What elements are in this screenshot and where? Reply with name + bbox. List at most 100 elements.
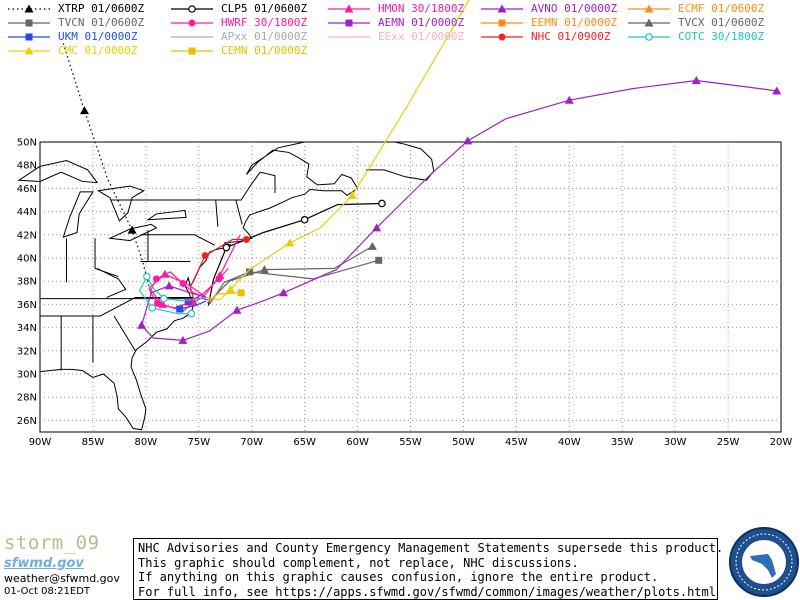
track-point-marker (375, 256, 383, 264)
track-aemn (184, 296, 209, 306)
track-point-marker (127, 225, 137, 234)
contact-email: weather@sfwmd.gov (4, 572, 120, 585)
track-cemn (207, 289, 245, 302)
lon-tick-label: 20W (770, 437, 793, 448)
legend-label: XTRP 01/0600Z (58, 2, 145, 15)
legend-entry: CMC 01/0000Z (6, 44, 166, 58)
track-point-marker (215, 275, 223, 283)
lon-tick-label: 25W (717, 437, 740, 448)
state-border (235, 199, 243, 225)
legend-entry: TVCX 01/0600Z (626, 16, 786, 30)
lon-tick-label: 65W (293, 437, 316, 448)
track-point-marker (367, 241, 377, 250)
legend-swatch (481, 33, 523, 41)
track-point-marker (285, 238, 295, 247)
legend-swatch (171, 19, 213, 27)
legend-label: CMC 01/0000Z (58, 44, 138, 57)
legend-swatch (171, 47, 213, 55)
legend-entry: AEMN 01/0000Z (326, 16, 486, 30)
legend-label: CLP5 01/0600Z (221, 2, 308, 15)
legend-label: ECMF 01/0600Z (678, 2, 765, 15)
track-point-marker (184, 298, 192, 306)
disclaimer-line: This graphic should complement, not repl… (138, 555, 579, 570)
track-tvcn (208, 256, 383, 305)
track-point-marker (372, 223, 382, 232)
track-point-marker (188, 19, 196, 27)
track-point-marker (152, 275, 160, 283)
track-line (62, 43, 151, 291)
disclaimer-line: For full info, see https://apps.sfwmd.go… (138, 584, 716, 599)
legend-label: HMON 30/1800Z (378, 2, 465, 15)
track-point-marker (232, 305, 242, 314)
state-border (110, 171, 276, 201)
legend-swatch (8, 4, 50, 13)
legend-label: AEMN 01/0000Z (378, 16, 465, 29)
state-border (215, 199, 219, 227)
legend-label: COTC 30/1800Z (678, 30, 765, 43)
state-border (113, 315, 136, 352)
legend-swatch (628, 4, 670, 13)
lat-tick-label: 46N (17, 184, 37, 195)
great-lake (17, 160, 99, 184)
track-line (179, 300, 207, 310)
track-point-marker (691, 76, 701, 85)
legend-entry: UKM 01/0000Z (6, 30, 166, 44)
legend-label: CEMN 01/0000Z (221, 44, 308, 57)
state-border (140, 234, 215, 246)
coastline (39, 141, 359, 431)
model-legend: XTRP 01/0600Z CLP5 01/0600Z HMON 30/1800Z A… (0, 0, 800, 60)
track-point-marker (148, 304, 157, 312)
model-tracks (62, 0, 782, 344)
track-hwrf (149, 267, 229, 309)
disclaimer-line: NHC Advisories and County Emergency Mana… (138, 541, 724, 555)
lat-tick-label: 40N (17, 254, 37, 265)
legend-entry: CEMN 01/0000Z (169, 44, 329, 58)
track-point-marker (237, 289, 245, 297)
legend-label: AVNO 01/0000Z (531, 2, 618, 15)
axis-tick-labels: 90W 85W 80W 75W 70W 65W 60W 55W 50W 45W 40W 35W 30W 2… (17, 138, 793, 449)
lon-tick-label: 45W (505, 437, 528, 448)
timestamp: 01-Oct 08:21EDT (4, 586, 91, 597)
lat-tick-label: 36N (17, 300, 37, 311)
legend-entry: EExx 01/0000Z (326, 30, 486, 44)
lat-tick-label: 38N (17, 277, 37, 288)
track-point-marker (498, 19, 506, 27)
legend-entry: NHC 01/0900Z (479, 30, 639, 44)
track-point-marker (344, 4, 354, 13)
lat-tick-label: 26N (17, 416, 37, 427)
lon-tick-label: 80W (135, 437, 158, 448)
lat-tick-label: 30N (17, 370, 37, 381)
track-point-marker (246, 268, 254, 276)
track-point-marker (300, 215, 309, 224)
lon-tick-label: 30W (664, 437, 687, 448)
lon-tick-label: 90W (29, 437, 52, 448)
track-line (207, 202, 382, 306)
lat-tick-label: 50N (17, 138, 37, 149)
track-point-marker (187, 309, 196, 318)
lon-tick-label: 50W (452, 437, 475, 448)
lon-tick-label: 70W (240, 437, 263, 448)
track-point-marker (24, 46, 34, 55)
track-xtrp (62, 43, 151, 291)
lat-tick-label: 44N (17, 207, 37, 218)
lon-tick-label: 55W (399, 437, 422, 448)
great-lake (108, 223, 158, 242)
legend-swatch (628, 33, 670, 41)
track-point-marker (347, 190, 357, 199)
legend-entry: HWRF 30/1800Z (169, 16, 329, 30)
sfwmd-seal-icon (729, 527, 799, 597)
track-point-marker (179, 280, 187, 288)
legend-entry: ECMF 01/0600Z (626, 2, 786, 16)
track-point-marker (154, 299, 162, 307)
state-border (96, 267, 127, 298)
lon-tick-label: 35W (611, 437, 634, 448)
track-clp5 (207, 199, 386, 306)
lat-tick-label: 28N (17, 393, 37, 404)
track-line (207, 292, 242, 302)
track-point-marker (463, 136, 473, 145)
track-point-marker (222, 243, 231, 252)
track-point-marker (644, 18, 654, 27)
track-tvcx (206, 241, 377, 304)
legend-swatch (171, 36, 213, 38)
